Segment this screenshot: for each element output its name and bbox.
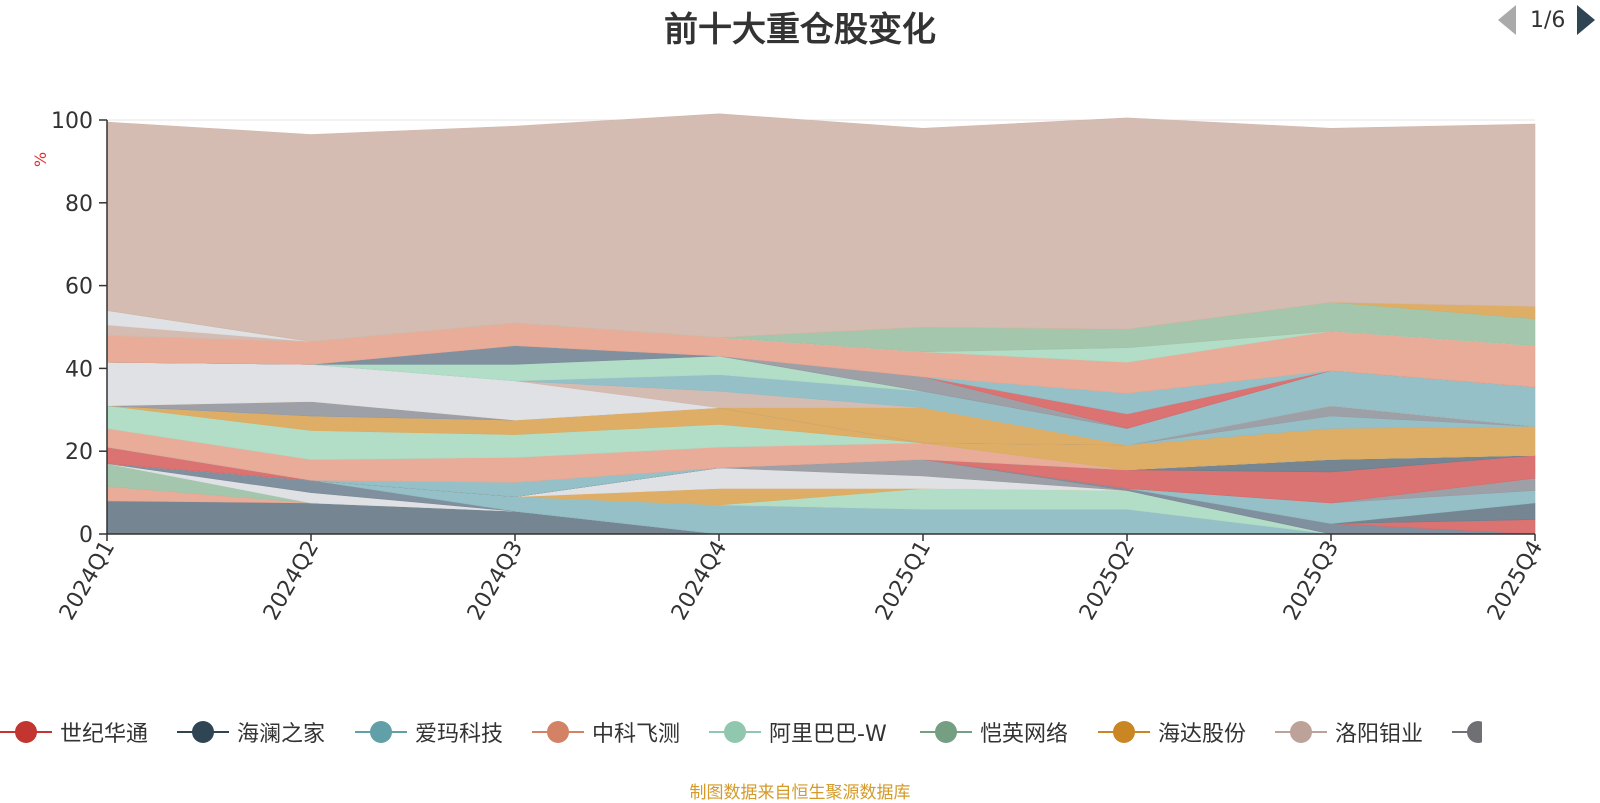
legend-marker-icon bbox=[709, 712, 761, 752]
legend-page-indicator: 1/6 bbox=[1530, 7, 1566, 33]
x-tick-label: 2024Q2 bbox=[259, 537, 324, 625]
legend-item[interactable] bbox=[1452, 712, 1482, 752]
area-series[interactable]: 爱玛科技阿里巴巴-W海达股份世纪华通海澜之家中科飞测恺英网络洛阳钼业 bbox=[106, 113, 1536, 535]
legend-item[interactable]: 海澜之家 bbox=[177, 712, 325, 752]
legend-item[interactable]: 中科飞测 bbox=[532, 712, 680, 752]
y-tick-label: 40 bbox=[65, 357, 93, 382]
legend-label: 世纪华通 bbox=[60, 722, 149, 747]
x-tick-label: 2024Q1 bbox=[55, 537, 120, 625]
x-tick-label: 2025Q3 bbox=[1279, 537, 1344, 625]
legend-label: 中科飞测 bbox=[592, 722, 681, 747]
legend-item[interactable]: 爱玛科技 bbox=[355, 712, 503, 752]
legend-item[interactable]: 洛阳钼业 bbox=[1275, 712, 1423, 752]
area-series-40[interactable]: 洛阳钼业 bbox=[106, 113, 1536, 342]
legend-item[interactable]: 阿里巴巴-W bbox=[709, 712, 887, 752]
legend-item[interactable]: 世纪华通 bbox=[0, 712, 148, 752]
legend-prev-arrow-icon[interactable] bbox=[1498, 5, 1516, 35]
x-tick-label: 2024Q3 bbox=[463, 537, 528, 625]
legend-label: 爱玛科技 bbox=[415, 722, 504, 747]
legend-next-arrow-icon[interactable] bbox=[1577, 5, 1596, 35]
y-tick-label: 20 bbox=[65, 440, 93, 465]
y-tick-label: 60 bbox=[65, 275, 93, 300]
legend: 世纪华通 海澜之家 爱玛科技 中科飞测 阿里巴巴-W 恺英网络 海达股份 洛阳钼业 bbox=[0, 712, 1600, 752]
legend-label: 海达股份 bbox=[1158, 722, 1247, 747]
legend-marker-icon bbox=[1452, 712, 1482, 752]
legend-label: 海澜之家 bbox=[237, 722, 326, 747]
legend-marker-icon bbox=[1098, 712, 1150, 752]
legend-label: 阿里巴巴-W bbox=[769, 722, 887, 747]
legend-marker-icon bbox=[532, 712, 584, 752]
legend-pager: 1/6 bbox=[1498, 0, 1596, 40]
legend-label: 洛阳钼业 bbox=[1335, 722, 1424, 747]
source-note: 制图数据来自恒生聚源数据库 bbox=[689, 783, 911, 803]
axes bbox=[106, 120, 1535, 535]
legend-marker-icon bbox=[1275, 712, 1327, 752]
y-tick-label: 100 bbox=[51, 109, 93, 134]
legend-marker-icon bbox=[177, 712, 229, 752]
x-tick-label: 2025Q2 bbox=[1075, 537, 1140, 625]
y-tick-labels: 0 20 40 60 80 100 bbox=[51, 109, 107, 548]
chart-title: 前十大重仓股变化 bbox=[664, 10, 936, 50]
x-tick-labels: 2024Q1 2024Q2 2024Q3 2024Q4 2025Q1 2025Q2 2025… bbox=[55, 534, 1548, 625]
x-tick-label: 2025Q1 bbox=[871, 537, 936, 625]
y-tick-label: 0 bbox=[79, 523, 93, 548]
x-tick-label: 2025Q4 bbox=[1483, 537, 1548, 625]
legend-marker-icon bbox=[0, 712, 52, 752]
x-tick-label: 2024Q4 bbox=[667, 537, 732, 625]
legend-item[interactable]: 恺英网络 bbox=[920, 712, 1068, 752]
legend-marker-icon bbox=[920, 712, 972, 752]
legend-label: 恺英网络 bbox=[980, 722, 1069, 747]
y-tick-label: 80 bbox=[65, 192, 93, 217]
stacked-area-chart: 爱玛科技阿里巴巴-W海达股份世纪华通海澜之家中科飞测恺英网络洛阳钼业 0 20 40… bbox=[51, 109, 1548, 625]
legend-marker-icon bbox=[355, 712, 407, 752]
legend-item[interactable]: 海达股份 bbox=[1098, 712, 1246, 752]
